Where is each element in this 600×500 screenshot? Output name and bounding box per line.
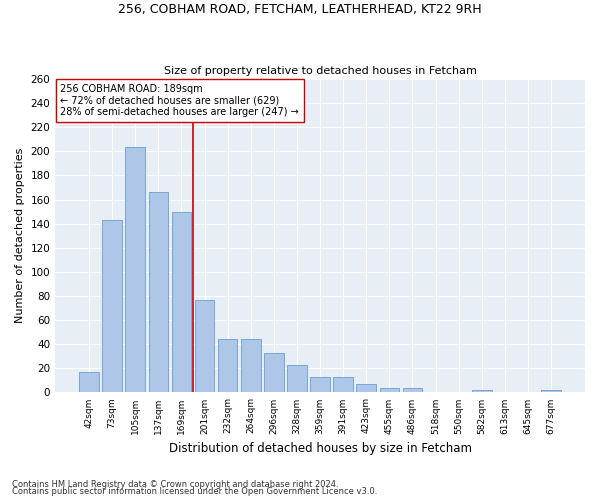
Bar — [472, 390, 491, 392]
Text: Contains public sector information licensed under the Open Government Licence v3: Contains public sector information licen… — [12, 487, 377, 496]
Bar — [334, 377, 353, 392]
Bar — [195, 300, 214, 392]
Bar — [125, 146, 145, 392]
Bar — [79, 372, 99, 392]
Y-axis label: Number of detached properties: Number of detached properties — [15, 148, 25, 324]
Bar — [310, 377, 330, 392]
Bar — [380, 388, 399, 392]
Bar — [172, 212, 191, 392]
Bar — [218, 340, 238, 392]
Text: 256, COBHAM ROAD, FETCHAM, LEATHERHEAD, KT22 9RH: 256, COBHAM ROAD, FETCHAM, LEATHERHEAD, … — [118, 2, 482, 16]
Bar — [287, 364, 307, 392]
Bar — [356, 384, 376, 392]
Bar — [103, 220, 122, 392]
Bar — [241, 340, 260, 392]
Title: Size of property relative to detached houses in Fetcham: Size of property relative to detached ho… — [164, 66, 476, 76]
Text: 256 COBHAM ROAD: 189sqm
← 72% of detached houses are smaller (629)
28% of semi-d: 256 COBHAM ROAD: 189sqm ← 72% of detache… — [61, 84, 299, 117]
Bar — [403, 388, 422, 392]
Bar — [264, 352, 284, 393]
X-axis label: Distribution of detached houses by size in Fetcham: Distribution of detached houses by size … — [169, 442, 472, 455]
Bar — [149, 192, 168, 392]
Bar — [541, 390, 561, 392]
Text: Contains HM Land Registry data © Crown copyright and database right 2024.: Contains HM Land Registry data © Crown c… — [12, 480, 338, 489]
